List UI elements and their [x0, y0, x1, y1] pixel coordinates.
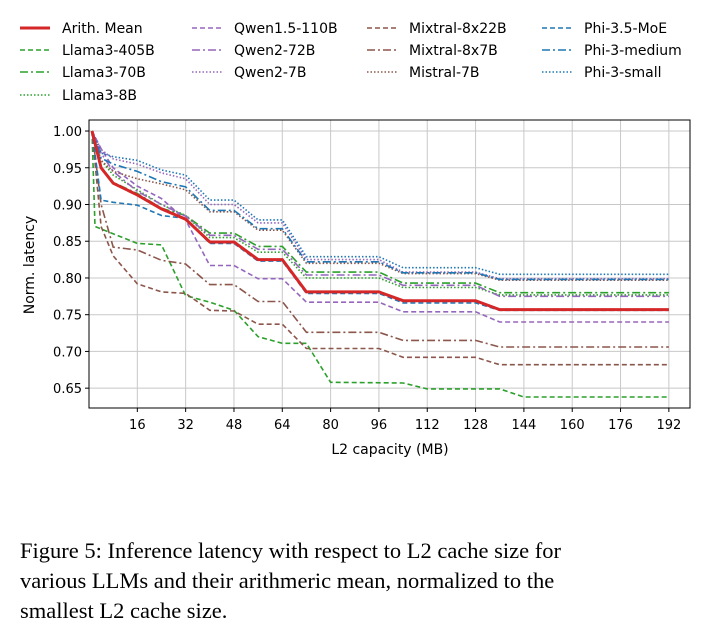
y-tick-label: 0.95: [53, 162, 82, 177]
y-tick-label: 0.65: [53, 382, 82, 397]
y-tick-label: 0.80: [53, 272, 82, 287]
legend-label: Llama3-405B: [62, 43, 155, 59]
series-line-llama3-405b: [91, 130, 669, 398]
legend-label: Llama3-8B: [62, 88, 137, 104]
y-tick-label: 0.90: [53, 198, 82, 213]
series-lines: [90, 130, 669, 398]
x-tick-label: 192: [656, 418, 681, 433]
legend-label: Qwen2-7B: [234, 65, 306, 81]
x-tick-label: 112: [415, 418, 440, 433]
series-line-phi-3-small: [91, 130, 669, 276]
x-tick-label: 16: [129, 418, 146, 433]
figure-caption: Figure 5: Inference latency with respect…: [20, 536, 710, 626]
x-tick-label: 176: [608, 418, 633, 433]
series-line-llama3-70b: [91, 130, 669, 294]
caption-line: various LLMs and their arithmeric mean, …: [20, 568, 555, 593]
y-tick-label: 0.70: [53, 345, 82, 360]
y-axis-label: Norm. latency: [22, 216, 38, 315]
x-tick-label: 32: [177, 418, 194, 433]
x-tick-label: 160: [560, 418, 585, 433]
legend-label: Arith. Mean: [62, 21, 143, 37]
ticks: 16 32 48 64 80 96 112 128 144 160 176 192 1.00 0.95 0.…: [53, 125, 681, 433]
legend-label: Mixtral-8x22B: [409, 21, 507, 37]
x-axis-label: L2 capacity (MB): [331, 442, 448, 458]
legend: Arith. Mean Llama3-405B Llama3-70B Llama3-8…: [20, 21, 682, 104]
legend-label: Phi-3.5-MoE: [584, 21, 667, 37]
series-line-qwen2-7b: [91, 130, 669, 280]
series-line-qwen2-72b: [91, 130, 669, 298]
x-tick-label: 128: [463, 418, 488, 433]
series-line-phi-3-5-moe: [91, 130, 669, 312]
y-tick-label: 1.00: [53, 125, 82, 140]
series-line-llama3-8b: [91, 130, 669, 296]
series-line-mixtral-8x7b: [91, 130, 669, 348]
series-line-mixtral-8x22b: [91, 130, 669, 366]
x-tick-label: 48: [226, 418, 243, 433]
caption-line: smallest L2 cache size.: [20, 598, 228, 623]
y-tick-label: 0.85: [53, 235, 82, 250]
x-tick-label: 144: [511, 418, 536, 433]
x-tick-label: 80: [322, 418, 339, 433]
caption-line: Figure 5: Inference latency with respect…: [20, 538, 561, 563]
y-tick-label: 0.75: [53, 309, 82, 324]
grid: [89, 120, 690, 408]
legend-label: Qwen2-72B: [234, 43, 315, 59]
legend-label: Mistral-7B: [409, 65, 480, 81]
series-line-mistral-7b: [91, 130, 669, 282]
series-line-arith-mean: [90, 130, 669, 312]
legend-label: Mixtral-8x7B: [409, 43, 498, 59]
x-tick-label: 96: [371, 418, 388, 433]
legend-label: Phi-3-small: [584, 65, 662, 81]
series-line-qwen1-5-110b: [91, 130, 669, 323]
legend-label: Llama3-70B: [62, 65, 146, 81]
series-line-phi-3-medium: [91, 130, 669, 281]
latency-chart: 16 32 48 64 80 96 112 128 144 160 176 192 1.00 0.95 0.…: [20, 21, 691, 458]
legend-label: Phi-3-medium: [584, 43, 682, 59]
plot-frame: [88, 119, 691, 409]
x-tick-label: 64: [274, 418, 291, 433]
legend-label: Qwen1.5-110B: [234, 21, 338, 37]
